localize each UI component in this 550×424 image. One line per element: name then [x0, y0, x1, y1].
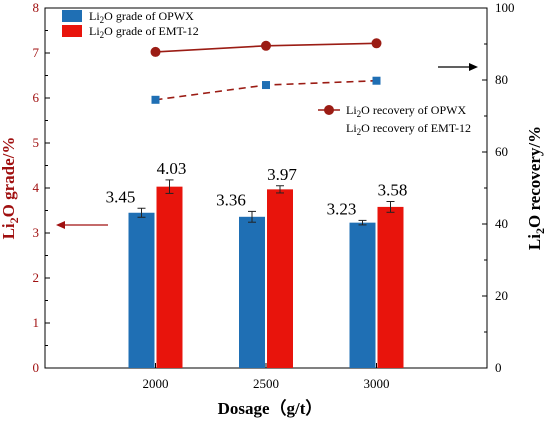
axis-arrows	[56, 63, 478, 229]
point	[371, 38, 382, 49]
point	[150, 46, 161, 57]
y-axis-title-right: Li2O recovery/%	[525, 126, 547, 250]
bar-emt12-2000	[156, 186, 183, 368]
legend-swatch	[62, 25, 82, 37]
tick-label: 2500	[253, 376, 279, 391]
tick-label: 60	[495, 144, 508, 159]
x-axis: 2000 2500 3000	[143, 363, 390, 391]
bar-opwx-2500	[239, 216, 265, 368]
bar-emt12-2500	[267, 189, 293, 368]
tick-label: 3000	[364, 376, 390, 391]
bar-label: 3.45	[106, 187, 136, 206]
y-axis-title-left: Li2O grade/%	[0, 137, 21, 240]
tick-label: 6	[33, 90, 40, 105]
bar-label: 4.03	[157, 159, 187, 178]
legend-label: Li2O recovery of OPWX	[346, 103, 466, 119]
tick-label: 0	[33, 360, 40, 375]
legend-lines: Li2O recovery of OPWX Li2O recovery of EM…	[318, 103, 471, 137]
bar-opwx-2000	[128, 212, 155, 368]
tick-label: 100	[495, 0, 515, 15]
point	[151, 95, 160, 104]
tick-label: 8	[33, 0, 40, 15]
point	[261, 40, 271, 51]
bar-emt12-3000	[377, 206, 404, 368]
legend-label: Li2O recovery of EMT-12	[346, 121, 471, 137]
left-axis: 0 1 2 3 4 5 6 7 8	[33, 0, 50, 375]
right-axis-arrow-head	[469, 63, 478, 71]
tick-label: 2	[33, 270, 40, 285]
bar-label: 3.23	[327, 199, 357, 218]
legend-label: Li2O grade of EMT-12	[89, 24, 199, 40]
bars	[128, 186, 404, 368]
tick-label: 0	[495, 360, 502, 375]
tick-label: 3	[33, 225, 40, 240]
tick-label: 4	[33, 180, 40, 195]
x-axis-title: Dosage（g/t）	[218, 398, 323, 418]
left-axis-arrow-head	[56, 221, 65, 229]
tick-label: 1	[33, 315, 40, 330]
error-bars	[137, 179, 395, 226]
bar-label: 3.97	[267, 165, 297, 184]
point	[372, 76, 381, 85]
tick-label: 20	[495, 288, 508, 303]
right-axis: 0 20 40 60 80 100	[482, 0, 515, 375]
tick-label: 5	[33, 135, 40, 150]
bar-label: 3.58	[378, 181, 408, 200]
recovery-lines	[150, 38, 382, 104]
legend-swatch	[62, 10, 82, 22]
bar-labels: 3.45 3.36 3.23 4.03 3.97 3.58	[106, 159, 408, 219]
tick-label: 40	[495, 216, 508, 231]
bar-label: 3.36	[216, 190, 246, 209]
tick-label: 80	[495, 72, 508, 87]
bar-opwx-3000	[349, 222, 376, 368]
point	[262, 81, 270, 90]
axis-titles: Li2O grade/% Li2O recovery/% Dosage（g/t）	[0, 126, 547, 418]
tick-label: 2000	[143, 376, 169, 391]
legend-label: Li2O grade of OPWX	[89, 9, 194, 25]
tick-label: 7	[33, 45, 40, 60]
legend-marker	[324, 105, 334, 115]
